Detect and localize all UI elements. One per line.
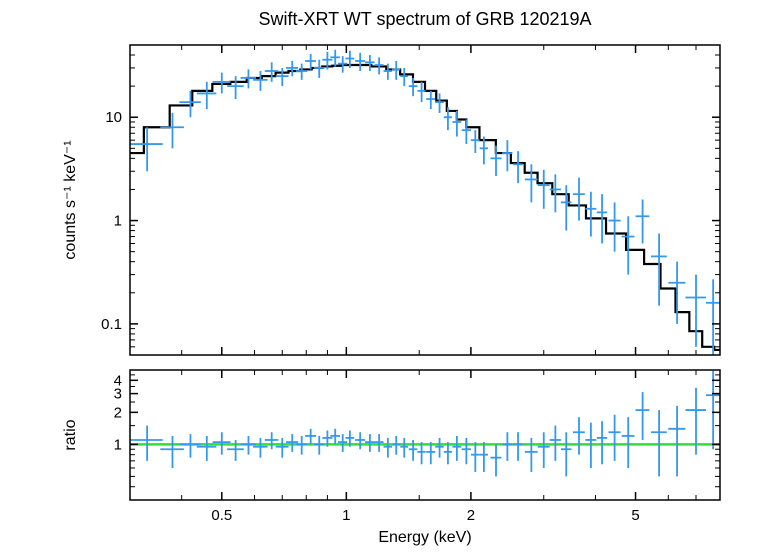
x-tick-label: 1 bbox=[342, 507, 350, 524]
y-tick-label-bottom: 4 bbox=[114, 372, 122, 389]
spectrum-chart: Swift-XRT WT spectrum of GRB 120219A 0.5 1… bbox=[0, 0, 758, 556]
y-tick-label-top: 10 bbox=[105, 109, 122, 126]
x-tick-label: 2 bbox=[467, 507, 475, 524]
y-axis-label-top: counts s⁻¹ keV⁻¹ bbox=[62, 140, 79, 259]
model-curve bbox=[130, 65, 720, 350]
y-tick-label-bottom: 2 bbox=[114, 404, 122, 421]
y-tick-label-top: 0.1 bbox=[101, 316, 122, 333]
x-axis-label: Energy (keV) bbox=[378, 529, 471, 546]
x-tick-label: 5 bbox=[631, 507, 639, 524]
y-axis-label-bottom: ratio bbox=[62, 419, 79, 450]
chart-container: Swift-XRT WT spectrum of GRB 120219A 0.5 1… bbox=[0, 0, 758, 556]
y-tick-label-bottom: 1 bbox=[114, 436, 122, 453]
chart-title: Swift-XRT WT spectrum of GRB 120219A bbox=[258, 9, 591, 29]
x-tick-label: 0.5 bbox=[211, 507, 232, 524]
y-tick-label-top: 1 bbox=[114, 213, 122, 230]
